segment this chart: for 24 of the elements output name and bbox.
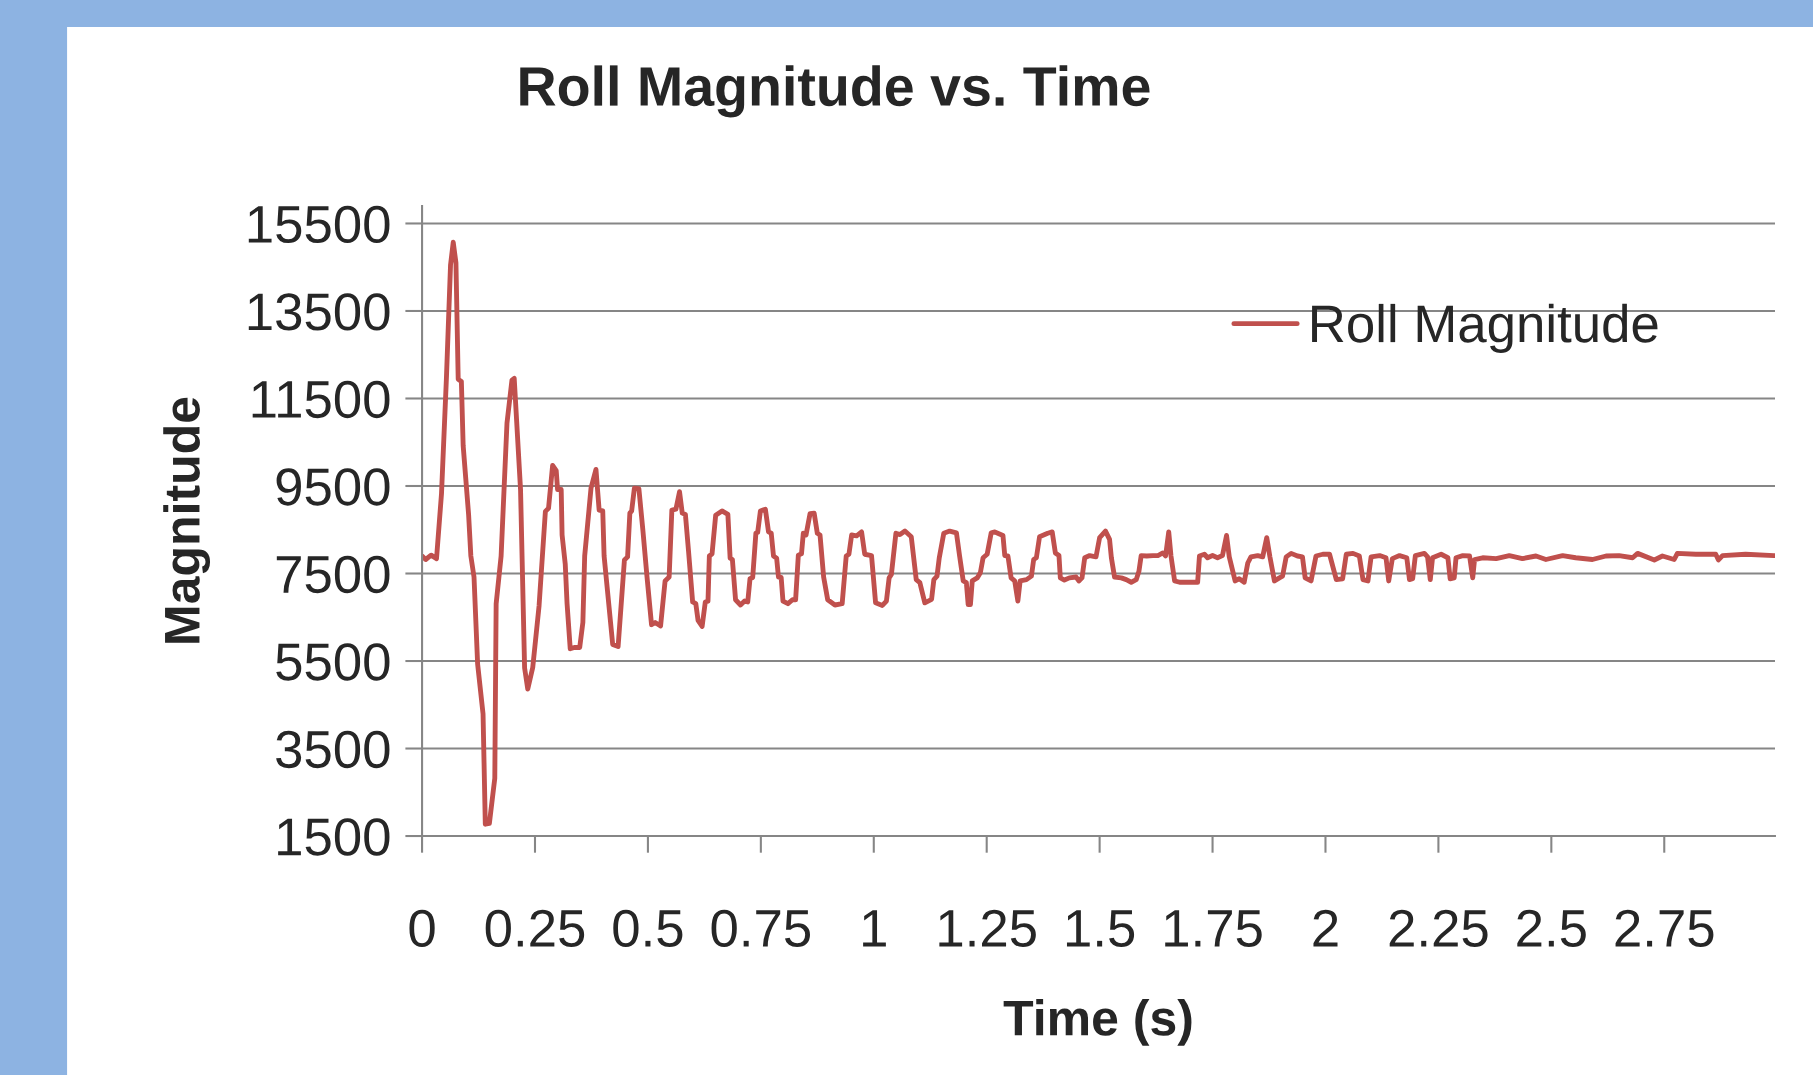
y-tick-label: 3500 (276, 730, 390, 769)
x-tick-label: 1.25 (939, 909, 1036, 948)
x-tick-label: 0.75 (711, 909, 810, 948)
x-tick-label: 2.5 (1517, 909, 1586, 948)
y-tick-label: 1500 (278, 818, 390, 856)
chart-title: Roll Magnitude vs. Time (520, 65, 1150, 118)
y-axis-title: Magnitude (163, 397, 211, 643)
y-tick-label: 9500 (276, 468, 390, 506)
y-tick-label: 13500 (248, 293, 390, 331)
y-tick-label: 5500 (276, 643, 390, 681)
x-tick-label: 0.25 (485, 909, 585, 948)
x-tick-label: 2 (1313, 909, 1338, 947)
x-tick-label: 0 (409, 909, 435, 948)
x-tick-label: 2.75 (1615, 909, 1714, 948)
x-axis-title: Time (s) (1003, 999, 1192, 1046)
y-tick-label: 7500 (276, 555, 390, 594)
x-tick-label: 1.5 (1066, 910, 1135, 948)
y-tick-label: 15500 (248, 205, 390, 244)
x-tick-label: 1 (863, 910, 886, 947)
x-tick-label: 1.75 (1165, 910, 1262, 948)
legend-label: Roll Magnitude (1312, 303, 1658, 354)
x-tick-label: 0.5 (613, 909, 683, 948)
x-tick-label: 2.25 (1389, 909, 1488, 948)
y-tick-label: 11500 (252, 380, 390, 419)
